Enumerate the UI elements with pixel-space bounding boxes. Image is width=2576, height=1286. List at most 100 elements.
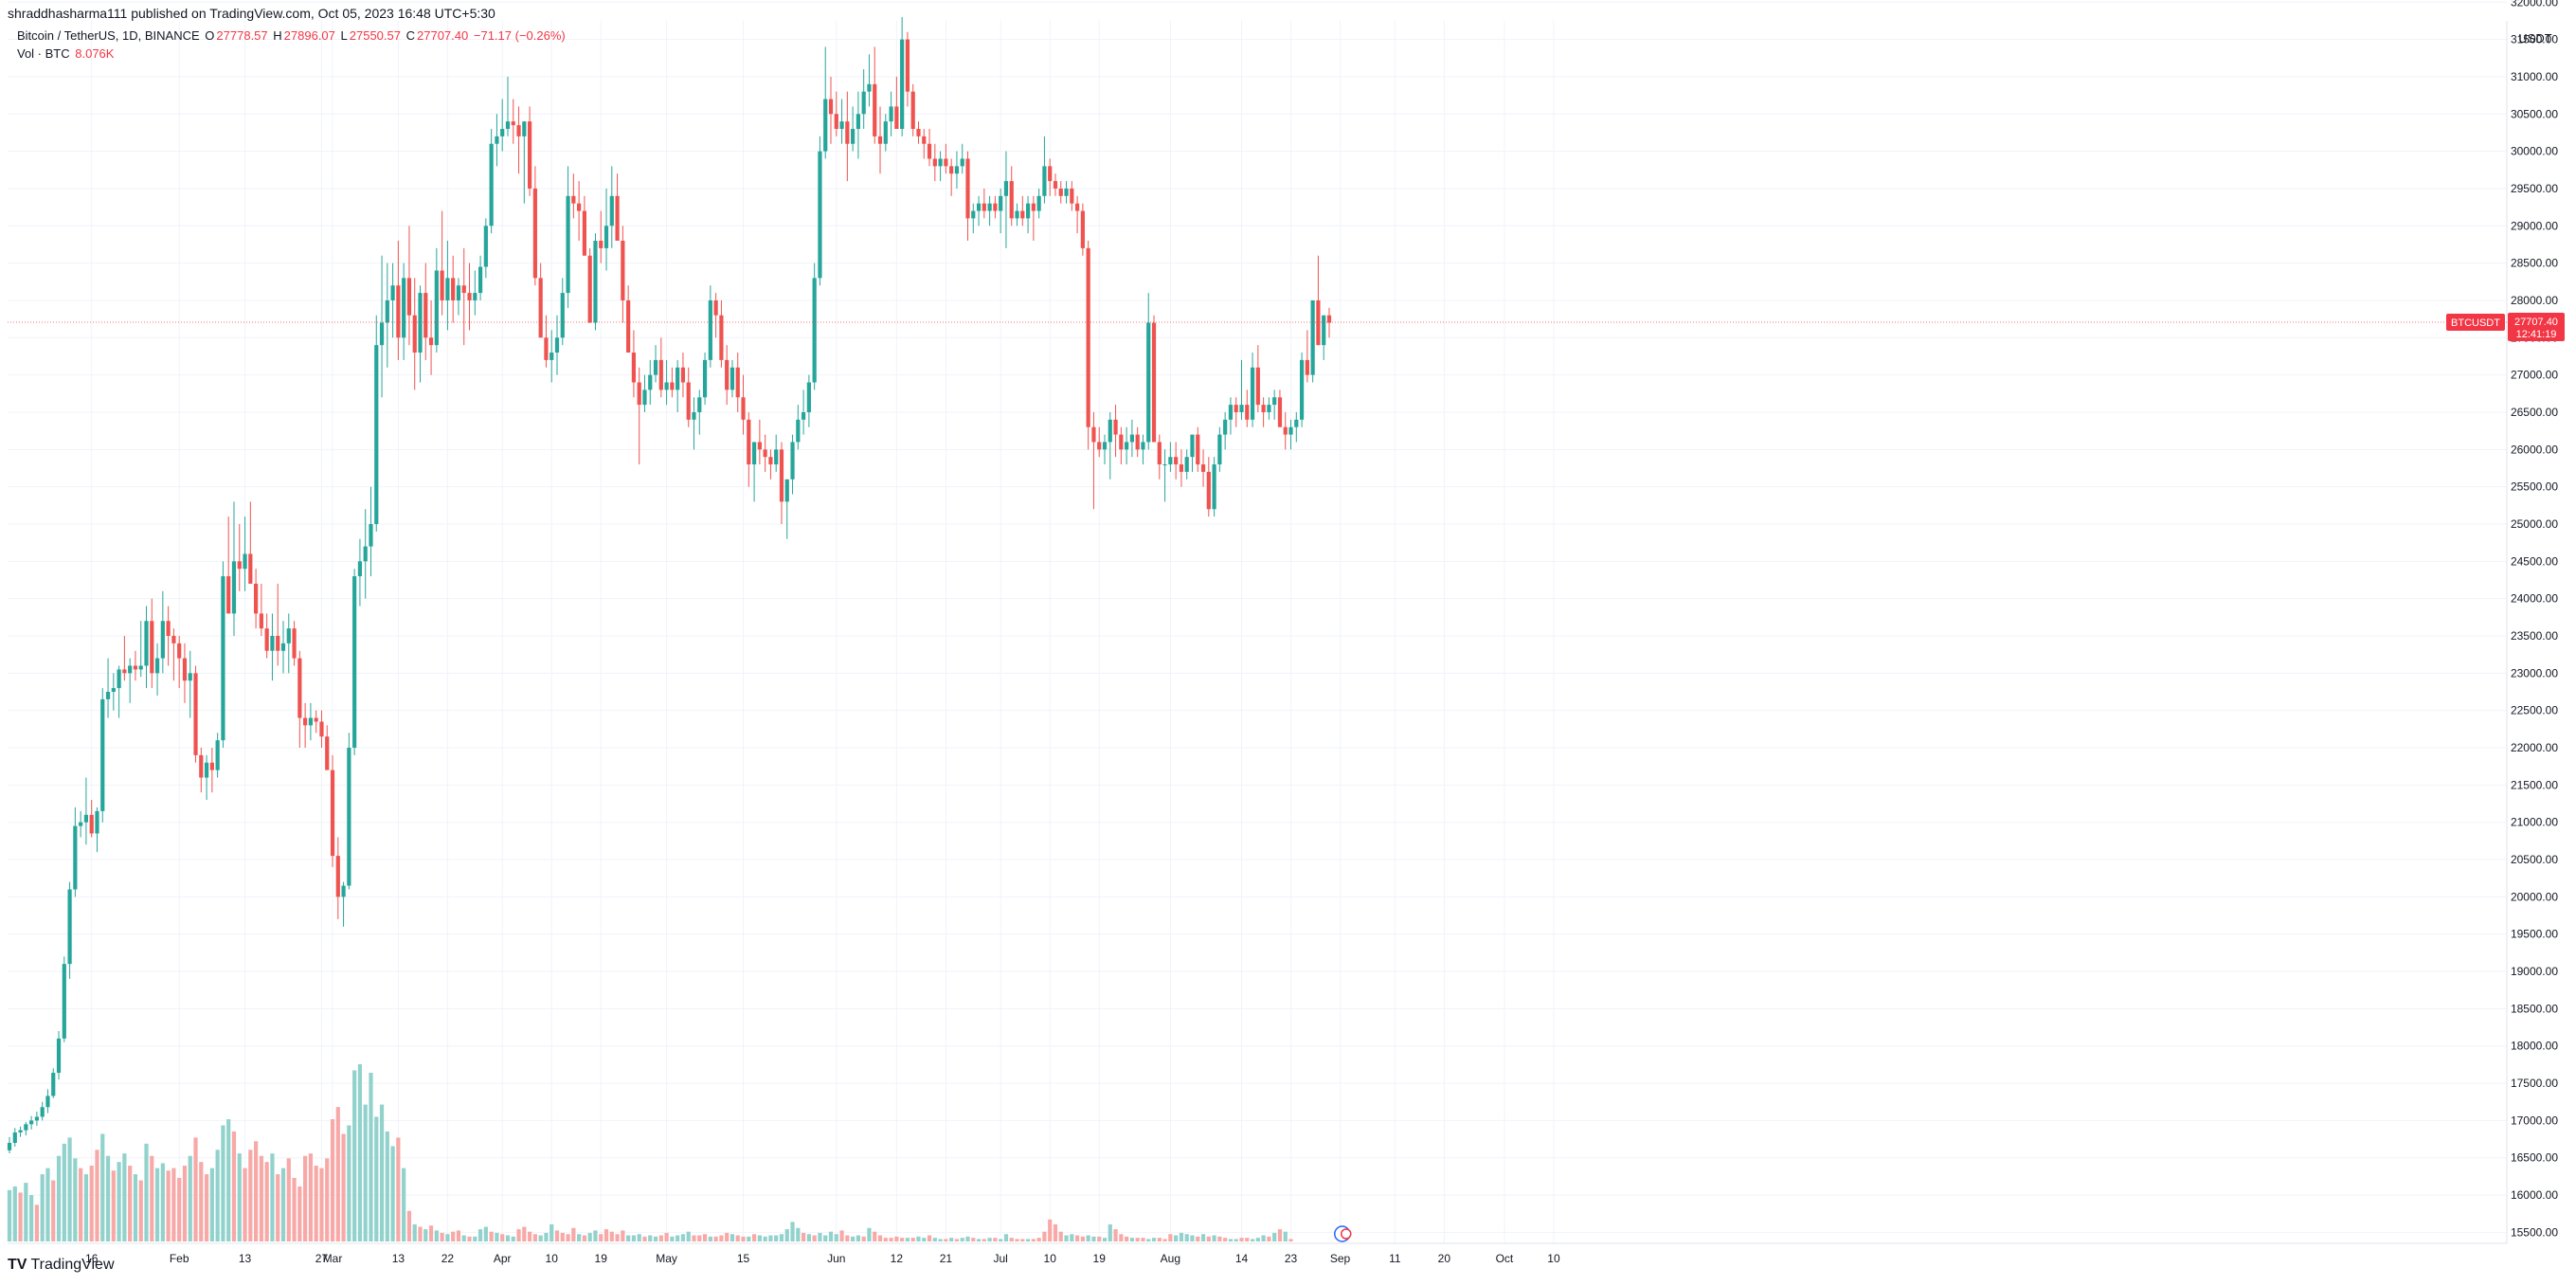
volume-bar <box>133 1174 138 1241</box>
candle-body <box>1179 464 1184 472</box>
volume-bar <box>128 1166 133 1241</box>
volume-bar <box>18 1192 23 1241</box>
candle-body <box>599 241 603 248</box>
price-tick-label: 20000.00 <box>2511 890 2558 903</box>
volume-bar <box>790 1222 795 1241</box>
candle-body <box>45 1096 50 1108</box>
candle-body <box>24 1124 28 1131</box>
volume-bar <box>40 1174 45 1241</box>
candle-body <box>516 125 521 136</box>
time-tick-label: 12 <box>891 1252 904 1265</box>
price-tick-label: 23500.00 <box>2511 629 2558 643</box>
volume-bar <box>341 1133 346 1241</box>
candle-body <box>477 266 483 294</box>
candle-body <box>1058 188 1063 196</box>
volume-bar <box>428 1225 434 1241</box>
time-tick-label: Sep <box>1330 1252 1351 1265</box>
volume-bar <box>609 1231 614 1241</box>
volume-bar <box>171 1168 176 1241</box>
price-tick-label: 25500.00 <box>2511 480 2558 494</box>
volume-bar <box>828 1231 834 1241</box>
volume-bar <box>473 1236 477 1241</box>
volume-bar <box>1184 1234 1189 1241</box>
volume-bar <box>402 1168 406 1241</box>
price-tick-label: 20500.00 <box>2511 853 2558 866</box>
symbol-legend[interactable]: Bitcoin / TetherUS, 1D, BINANCE O 27778.5… <box>17 28 567 43</box>
volume-bar <box>686 1231 691 1241</box>
candle-body <box>713 299 718 316</box>
candle-body <box>686 382 691 420</box>
tradingview-logo[interactable]: TV TradingView <box>8 1257 115 1274</box>
volume-bar <box>325 1158 330 1241</box>
symbol-title[interactable]: Bitcoin / TetherUS, 1D, BINANCE <box>17 28 200 43</box>
candle-body <box>319 721 324 737</box>
candle-body <box>280 643 286 651</box>
volume-bar <box>56 1155 62 1241</box>
volume-bar <box>905 1238 910 1241</box>
candle-body <box>511 121 515 126</box>
candle-body <box>105 692 111 699</box>
candle-body <box>1141 442 1145 450</box>
volume-bar <box>418 1226 423 1241</box>
volume-bar <box>1157 1238 1162 1241</box>
volume-bar <box>538 1235 543 1241</box>
volume-bar <box>1108 1223 1112 1241</box>
volume-bar <box>932 1238 937 1241</box>
candle-body <box>347 748 351 886</box>
volume-bar <box>483 1226 488 1241</box>
candle-body <box>571 195 576 204</box>
time-tick-label: 19 <box>1093 1252 1107 1265</box>
volume-bar <box>286 1158 291 1241</box>
candle-body <box>1113 419 1118 435</box>
volume-bar <box>1048 1219 1053 1241</box>
candle-body <box>796 419 801 443</box>
candle-body <box>286 628 291 643</box>
volume-bar <box>477 1229 483 1241</box>
candle-body <box>215 740 220 770</box>
volume-bar <box>1042 1231 1047 1241</box>
time-tick-label: 10 <box>1044 1252 1057 1265</box>
price-tick-label: 31000.00 <box>2511 70 2558 83</box>
candle-body <box>423 293 428 338</box>
volume-bar <box>1151 1238 1157 1241</box>
candle-body <box>341 885 346 897</box>
currency-label[interactable]: USDT <box>2518 31 2552 45</box>
candle-body <box>927 143 932 159</box>
candle-body <box>1003 181 1009 196</box>
volume-bar <box>182 1166 188 1241</box>
volume-bar <box>670 1236 675 1241</box>
time-tick-label: Aug <box>1161 1252 1180 1265</box>
volume-legend[interactable]: Vol · BTC 8.076K <box>17 46 116 61</box>
price-tick-label: 23000.00 <box>2511 666 2558 679</box>
candle-body <box>719 315 724 360</box>
volume-bar <box>839 1230 844 1241</box>
volume-bar <box>73 1158 78 1241</box>
candle-body <box>456 285 461 300</box>
candle-body <box>133 665 138 670</box>
volume-bar <box>818 1232 822 1241</box>
candle-body <box>1135 434 1140 450</box>
price-tick-label: 18500.00 <box>2511 1002 2558 1015</box>
candle-body <box>402 278 406 338</box>
volume-bar <box>495 1232 499 1241</box>
volume-bar <box>944 1239 948 1241</box>
volume-bar <box>528 1231 532 1241</box>
candle-body <box>1299 359 1305 420</box>
candle-body <box>560 293 565 338</box>
volume-bar <box>1217 1236 1222 1241</box>
volume-bar <box>511 1236 515 1241</box>
candle-body <box>1322 315 1326 346</box>
price-tick-label: 27000.00 <box>2511 369 2558 382</box>
candle-body <box>999 195 1003 211</box>
candle-body <box>270 636 275 651</box>
candle-body <box>1206 471 1211 510</box>
time-tick-label: Feb <box>170 1252 189 1265</box>
candle-body <box>987 203 992 211</box>
candle-body <box>62 964 66 1039</box>
candle-body <box>325 736 330 770</box>
volume-bar <box>1119 1234 1124 1241</box>
candle-body <box>528 121 532 189</box>
volume-bar <box>1206 1236 1211 1241</box>
candle-body <box>128 665 133 674</box>
